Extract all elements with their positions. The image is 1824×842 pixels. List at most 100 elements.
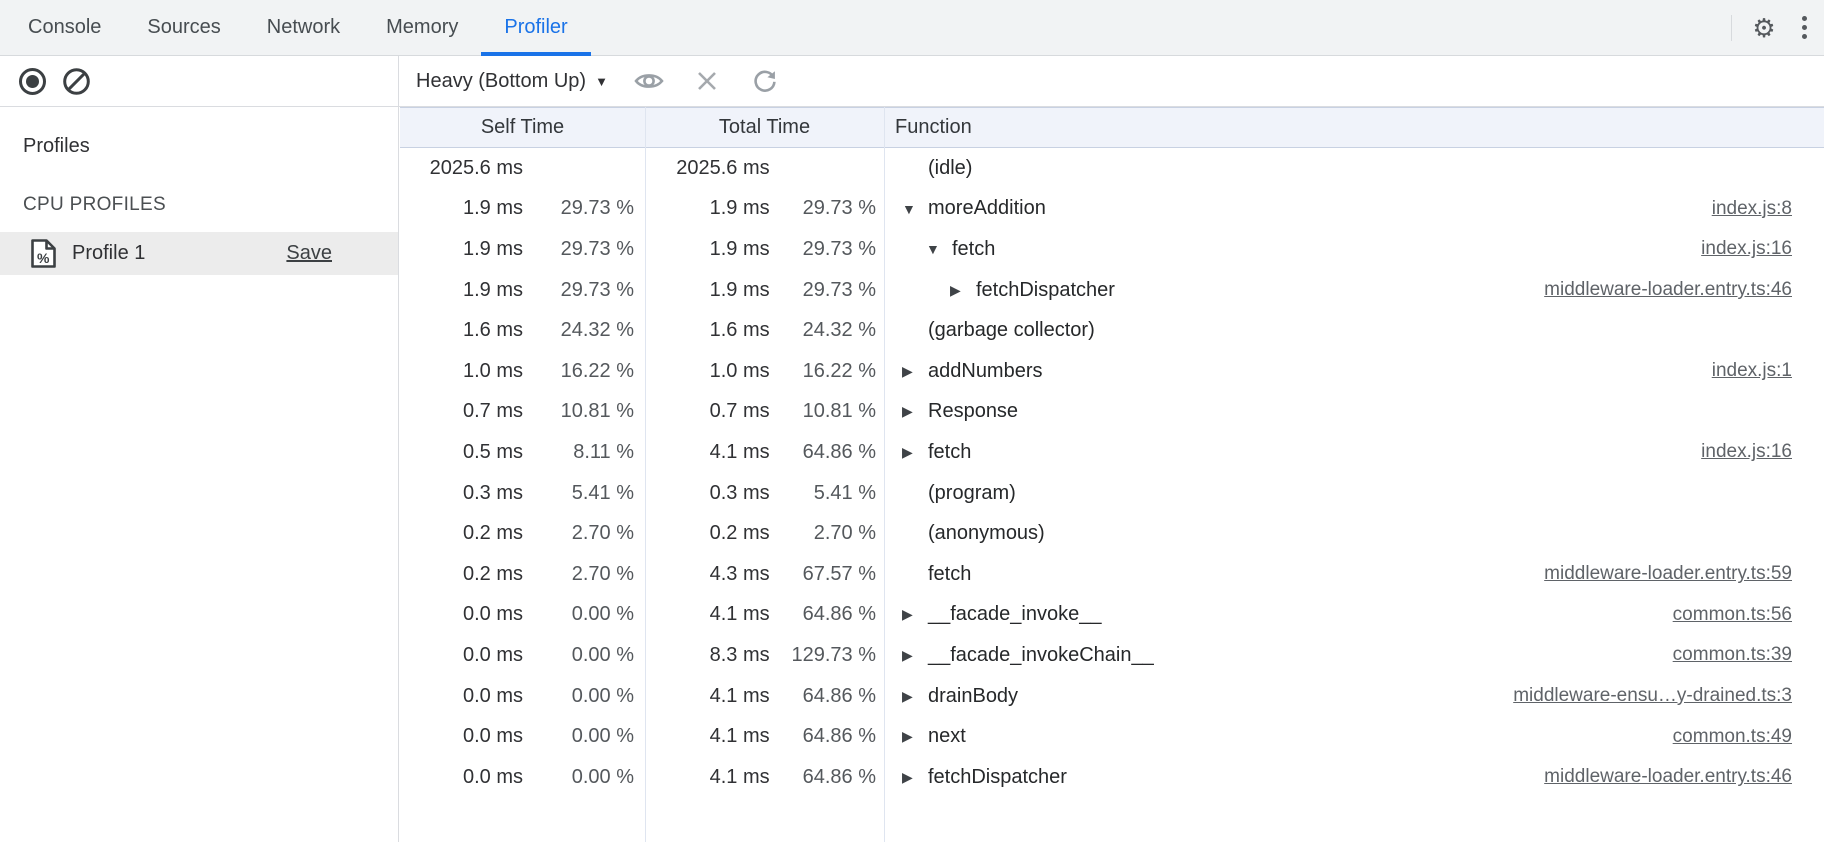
source-location-link[interactable]: index.js:8: [1711, 197, 1792, 219]
focus-selected-button[interactable]: [632, 64, 666, 98]
source-location-link[interactable]: common.ts:49: [1672, 725, 1792, 747]
source-location-link[interactable]: common.ts:39: [1672, 644, 1792, 666]
source-location-link[interactable]: middleware-loader.entry.ts:46: [1544, 279, 1792, 301]
self-time-value: 1.9 ms: [462, 237, 523, 260]
total-time-percent: 67.57 %: [802, 562, 876, 585]
source-location-link[interactable]: common.ts:56: [1672, 603, 1792, 625]
table-row[interactable]: 0.7 ms 10.81 % 0.7 ms 10.81 % ▶ Response: [400, 392, 1824, 433]
total-time-value: 1.6 ms: [709, 319, 770, 342]
total-time-percent: 5.41 %: [813, 481, 876, 504]
disclosure-expanded-icon[interactable]: ▼: [902, 200, 916, 217]
table-row[interactable]: 0.2 ms 2.70 % 0.2 ms 2.70 % (anonymous): [400, 513, 1824, 554]
disclosure-collapsed-icon[interactable]: ▶: [902, 606, 913, 623]
source-location-link[interactable]: middleware-ensu…y-drained.ts:3: [1513, 685, 1792, 707]
table-row[interactable]: 0.0 ms 0.00 % 4.1 ms 64.86 % ▶ __facade_invok…: [400, 595, 1824, 636]
function-cell: ▶ __facade_invokeChain__ common.ts:39: [884, 635, 1824, 676]
table-row[interactable]: 2025.6 ms 2025.6 ms (idle): [400, 148, 1824, 189]
disclosure-collapsed-icon[interactable]: ▶: [902, 768, 913, 785]
self-time-cell: 2025.6 ms: [400, 157, 645, 180]
tab-sources[interactable]: Sources: [147, 16, 221, 38]
exclude-selected-button[interactable]: [690, 64, 724, 98]
self-time-percent: 2.70 %: [571, 562, 634, 585]
source-location-link[interactable]: index.js:16: [1701, 441, 1792, 463]
total-time-value: 0.7 ms: [709, 400, 770, 423]
grid-rows: 2025.6 ms 2025.6 ms (idle) 1.9 ms 29.73 % 1.9…: [400, 148, 1824, 798]
gear-icon: ⚙: [1752, 12, 1776, 43]
profile-name: Profile 1: [72, 242, 146, 264]
total-time-percent: 2.70 %: [813, 522, 876, 545]
source-location-link[interactable]: middleware-loader.entry.ts:59: [1544, 563, 1792, 585]
disclosure-collapsed-icon[interactable]: ▶: [902, 646, 913, 663]
tab-memory[interactable]: Memory: [386, 16, 459, 38]
view-mode-dropdown[interactable]: Heavy (Bottom Up) ▼: [416, 70, 608, 93]
column-header-function[interactable]: Function: [895, 116, 972, 138]
function-name: moreAddition: [928, 197, 1046, 220]
self-time-value: 2025.6 ms: [429, 156, 523, 179]
self-time-cell: 1.9 ms 29.73 %: [400, 197, 645, 220]
disclosure-collapsed-icon[interactable]: ▶: [950, 281, 961, 298]
disclosure-collapsed-icon[interactable]: ▶: [902, 362, 913, 379]
self-time-percent: 29.73 %: [560, 278, 634, 301]
total-time-percent: 29.73 %: [802, 237, 876, 260]
function-name: __facade_invokeChain__: [928, 643, 1154, 666]
total-time-percent: 29.73 %: [802, 197, 876, 220]
function-name: __facade_invoke__: [928, 603, 1102, 626]
sidebar-item-profile-1[interactable]: % Profile 1 Save: [0, 232, 398, 275]
table-row[interactable]: 1.6 ms 24.32 % 1.6 ms 24.32 % (garbage colle…: [400, 310, 1824, 351]
function-cell: ▶ next common.ts:49: [884, 716, 1824, 757]
table-row[interactable]: 1.0 ms 16.22 % 1.0 ms 16.22 % ▶ addNumbers ind…: [400, 351, 1824, 392]
table-row[interactable]: 1.9 ms 29.73 % 1.9 ms 29.73 % ▶ fetchDispatch…: [400, 270, 1824, 311]
tab-network[interactable]: Network: [266, 16, 341, 38]
total-time-value: 4.1 ms: [709, 440, 770, 463]
kebab-menu-icon: [1796, 16, 1813, 39]
profiler-toolbar: Heavy (Bottom Up) ▼: [0, 56, 1824, 107]
total-time-value: 1.9 ms: [709, 278, 770, 301]
self-time-percent: 0.00 %: [571, 725, 634, 748]
customize-menu-button[interactable]: [1784, 8, 1824, 48]
source-location-link[interactable]: index.js:1: [1711, 360, 1792, 382]
table-row[interactable]: 1.9 ms 29.73 % 1.9 ms 29.73 % ▼ moreAddition i…: [400, 189, 1824, 230]
sidebar-heading: Profiles: [23, 135, 90, 157]
tab-profiler[interactable]: Profiler: [481, 0, 592, 56]
self-time-cell: 0.0 ms 0.00 %: [400, 644, 645, 667]
table-row[interactable]: 0.3 ms 5.41 % 0.3 ms 5.41 % (program): [400, 473, 1824, 514]
total-time-cell: 8.3 ms 129.73 %: [645, 644, 884, 667]
clear-profiles-button[interactable]: [63, 67, 90, 95]
function-cell: ▶ Response: [884, 392, 1824, 433]
disclosure-collapsed-icon[interactable]: ▶: [902, 687, 913, 704]
disclosure-collapsed-icon[interactable]: ▶: [902, 728, 913, 745]
disclosure-expanded-icon[interactable]: ▼: [926, 241, 940, 258]
record-profile-button[interactable]: [19, 67, 46, 95]
column-header-self-time[interactable]: Self Time: [480, 116, 565, 138]
table-row[interactable]: 0.0 ms 0.00 % 8.3 ms 129.73 % ▶ __facade_invo…: [400, 635, 1824, 676]
total-time-percent: 64.86 %: [802, 765, 876, 788]
disclosure-collapsed-icon[interactable]: ▶: [902, 443, 913, 460]
restore-nodes-button[interactable]: [748, 64, 782, 98]
table-row[interactable]: 0.0 ms 0.00 % 4.1 ms 64.86 % ▶ drainBody middl…: [400, 676, 1824, 717]
function-cell: ▶ fetch index.js:16: [884, 432, 1824, 473]
self-time-percent: 0.00 %: [571, 765, 634, 788]
devtools-tab-bar: Console Sources Network Memory Profiler ⚙: [0, 0, 1824, 56]
disclosure-collapsed-icon[interactable]: ▶: [902, 403, 913, 420]
tab-console[interactable]: Console: [28, 16, 102, 38]
settings-button[interactable]: ⚙: [1744, 8, 1784, 48]
total-time-percent: 64.86 %: [802, 725, 876, 748]
total-time-value: 4.1 ms: [709, 684, 770, 707]
source-location-link[interactable]: index.js:16: [1701, 238, 1792, 260]
column-header-total-time[interactable]: Total Time: [718, 116, 811, 138]
table-row[interactable]: 0.5 ms 8.11 % 4.1 ms 64.86 % ▶ fetch index.js:…: [400, 432, 1824, 473]
self-time-value: 0.0 ms: [462, 725, 523, 748]
column-divider[interactable]: [645, 107, 646, 842]
save-profile-link[interactable]: Save: [286, 242, 332, 264]
table-row[interactable]: 0.0 ms 0.00 % 4.1 ms 64.86 % ▶ fetchDispatche…: [400, 757, 1824, 798]
table-row[interactable]: 0.2 ms 2.70 % 4.3 ms 67.57 % fetch middleware…: [400, 554, 1824, 595]
tabbar-divider: [1731, 14, 1732, 41]
column-divider[interactable]: [884, 107, 885, 842]
source-location-link[interactable]: middleware-loader.entry.ts:46: [1544, 766, 1792, 788]
table-row[interactable]: 1.9 ms 29.73 % 1.9 ms 29.73 % ▼ fetch index.js…: [400, 229, 1824, 270]
self-time-value: 0.0 ms: [462, 643, 523, 666]
table-row[interactable]: 0.0 ms 0.00 % 4.1 ms 64.86 % ▶ next common.ts:…: [400, 716, 1824, 757]
total-time-value: 1.0 ms: [709, 359, 770, 382]
eye-icon: [634, 74, 664, 88]
self-time-value: 0.0 ms: [462, 765, 523, 788]
